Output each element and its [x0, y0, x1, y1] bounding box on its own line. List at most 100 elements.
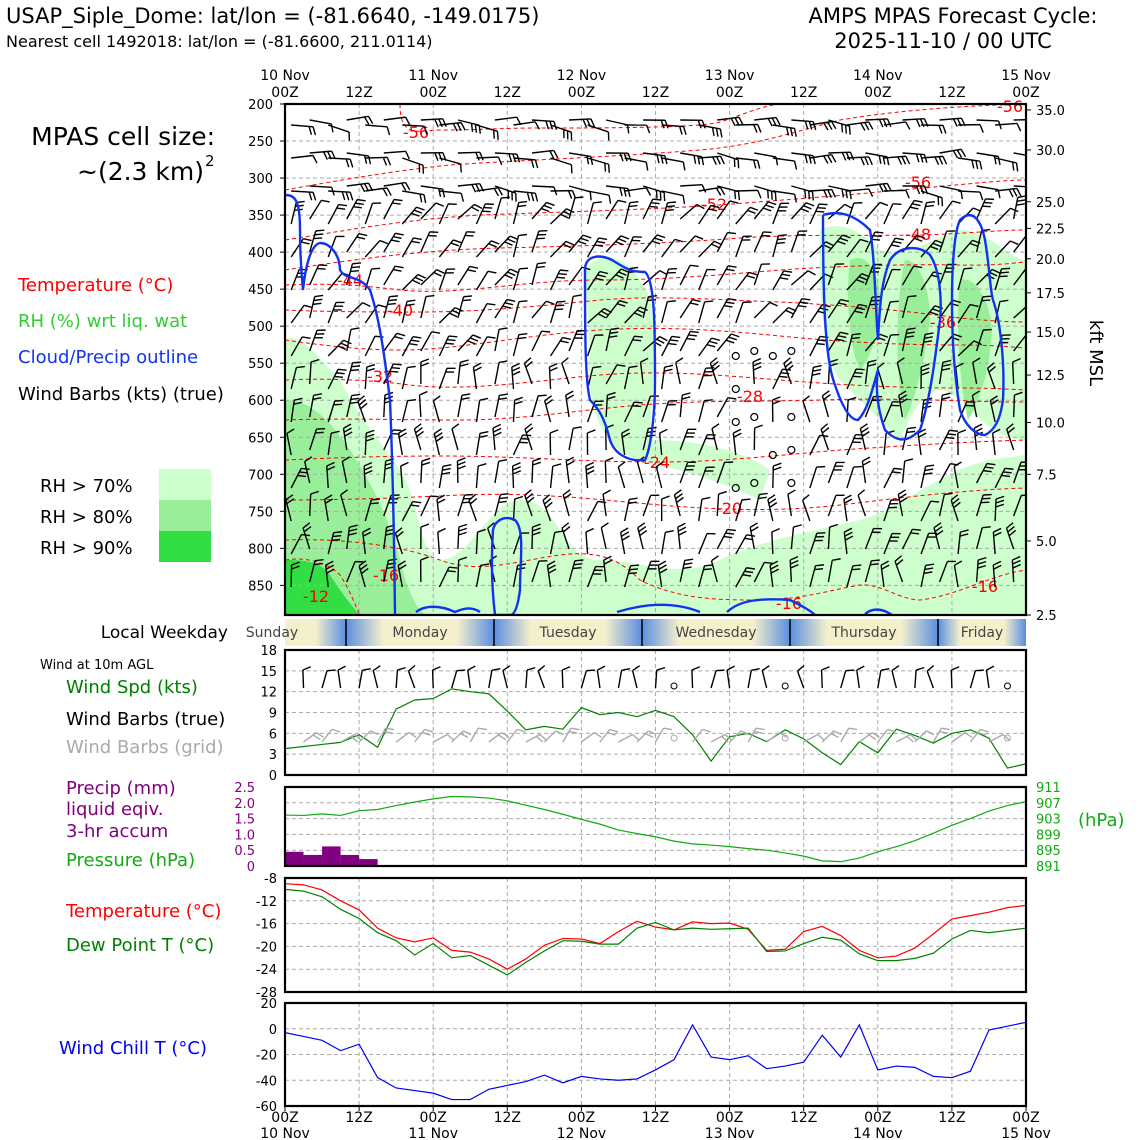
wind-barb-feather [308, 126, 313, 135]
wind-barb-feather [823, 394, 831, 401]
wind-barb-staff [383, 150, 406, 154]
wind-barb-feather [772, 400, 781, 405]
wind-barb-feather [663, 368, 673, 372]
wind-barb-feather [1036, 187, 1039, 195]
wind-barb-feather [562, 243, 572, 249]
wind-barb-feather [393, 235, 402, 239]
wind-barb-feather [304, 456, 313, 463]
wind-barb-feather [382, 188, 388, 197]
wind-barb-feather [696, 203, 705, 210]
dewpoint-line [284, 888, 1027, 976]
wind-barb-feather [526, 666, 536, 671]
wind-barb-feather [517, 204, 527, 208]
wind-barb-staff [512, 235, 520, 258]
wind-barb-feather [468, 494, 476, 501]
wind-barb-feather [737, 191, 741, 201]
wind-barb-feather [664, 155, 668, 165]
wind-barb-feather [547, 560, 556, 566]
wind-barb-feather [665, 529, 674, 533]
wind-barb-feather [661, 495, 670, 500]
wind-barb-feather [979, 124, 984, 133]
wind-barb-feather [783, 357, 791, 364]
wind-barb-feather [941, 396, 951, 400]
wind-barb-feather [499, 393, 508, 397]
top-hour-label: 00Z [1012, 85, 1039, 101]
wind-barb-staff [675, 362, 681, 385]
wind-barb-feather [690, 330, 699, 334]
wind-barb-feather [343, 423, 352, 429]
wind-barb-feather [952, 118, 958, 127]
wind-barb-feather [295, 204, 304, 208]
wind-barb-feather [536, 265, 545, 269]
wind-barb-staff [549, 532, 556, 555]
wind-barb-staff [938, 494, 945, 517]
wind-barb-feather [604, 163, 607, 172]
wind-barb-staff [364, 240, 381, 258]
wind-barb-staff [969, 670, 977, 689]
wind-barb-staff [568, 185, 591, 193]
wind-barb-feather [907, 426, 917, 430]
wind-barb-feather [923, 340, 933, 343]
wind-barb-feather [345, 191, 350, 201]
wind-barb-feather [879, 201, 889, 207]
calm-circle [787, 478, 796, 488]
wind-barb-feather [620, 268, 630, 273]
wind-barb-staff [321, 728, 333, 743]
wind-barb-feather [774, 192, 777, 201]
wind-barb-feather [595, 277, 604, 281]
wind-barb-feather [893, 467, 903, 471]
wind-barb-feather [656, 338, 665, 344]
wind-barb-feather [868, 121, 874, 130]
wind-barb-feather [645, 187, 652, 196]
wind-barb-feather [349, 158, 354, 168]
wind-barb-feather [800, 207, 809, 213]
wind-barb-feather [412, 500, 422, 504]
wind-barb-feather [924, 567, 934, 571]
pressure-tick-label: 899 [1036, 828, 1061, 843]
wind-barb-feather [620, 235, 630, 240]
kft-tick-label: 35.0 [1036, 104, 1065, 119]
wind-barb-feather [629, 200, 639, 204]
wind-barb-feather [988, 365, 996, 373]
wind-barb-feather [435, 202, 445, 207]
wind-barb-feather [568, 730, 578, 734]
wind-barb-feather [398, 564, 407, 570]
wind-barb-staff [809, 466, 818, 489]
wind-barb-feather [734, 117, 740, 126]
calm-circle [670, 682, 678, 690]
wind-barb-feather [458, 556, 468, 561]
wind-barb-feather [463, 295, 473, 298]
wind-barb-feather [467, 269, 477, 273]
wind-barb-feather [297, 474, 307, 478]
wind-barb-feather [512, 370, 521, 376]
wind-barb-feather [1027, 267, 1035, 269]
wind-barb-feather [719, 187, 726, 196]
wind-barb-staff [531, 395, 539, 418]
wind-barb-feather [973, 423, 983, 429]
wind-barb-feather [543, 204, 553, 210]
wind-barb-feather [1012, 555, 1021, 561]
wind-barb-feather [665, 209, 674, 212]
y-tick-label: -16 [256, 918, 277, 933]
wind-barb-feather [392, 429, 402, 432]
wind-barb-feather [286, 428, 295, 435]
wind-barb-feather [991, 268, 1001, 274]
wind-barb-feather [772, 466, 782, 471]
wind-barb-feather [873, 235, 882, 238]
wind-barb-staff [437, 532, 441, 555]
wind-barb-feather [663, 192, 666, 202]
wind-barb-feather [474, 124, 478, 133]
wind-barb-staff [698, 269, 708, 291]
wind-barb-staff [846, 188, 869, 192]
wind-barb-feather [318, 264, 328, 267]
wind-barb-staff [525, 733, 541, 743]
wind-barb-feather [969, 242, 979, 247]
wind-barb-feather [999, 299, 1009, 303]
wind-barb-feather [532, 457, 542, 462]
wind-barb-staff [475, 400, 481, 423]
wind-barb-feather [891, 665, 900, 672]
bottom-hour-label: 12Z [642, 1110, 669, 1126]
rh-legend: RH (%) wrt liq. wat [18, 311, 187, 332]
wind-barb-staff [364, 202, 374, 225]
wind-barb-feather [314, 233, 324, 236]
